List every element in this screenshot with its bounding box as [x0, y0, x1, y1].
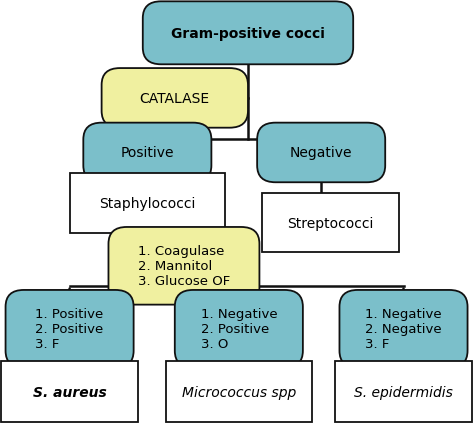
- Text: Streptococci: Streptococci: [287, 216, 374, 230]
- FancyBboxPatch shape: [262, 193, 399, 253]
- FancyBboxPatch shape: [83, 124, 211, 183]
- FancyBboxPatch shape: [70, 174, 225, 233]
- Text: S. aureus: S. aureus: [33, 385, 107, 399]
- FancyBboxPatch shape: [165, 361, 312, 422]
- Text: CATALASE: CATALASE: [140, 92, 210, 106]
- FancyBboxPatch shape: [101, 69, 248, 128]
- Text: S. epidermidis: S. epidermidis: [354, 385, 453, 399]
- FancyBboxPatch shape: [6, 290, 134, 368]
- Text: 1. Coagulase
2. Mannitol
3. Glucose OF: 1. Coagulase 2. Mannitol 3. Glucose OF: [138, 245, 230, 288]
- FancyBboxPatch shape: [1, 361, 138, 422]
- FancyBboxPatch shape: [335, 361, 472, 422]
- Text: Staphylococci: Staphylococci: [99, 196, 196, 210]
- Text: Positive: Positive: [120, 146, 174, 160]
- FancyBboxPatch shape: [143, 2, 353, 65]
- Text: 1. Negative
2. Negative
3. F: 1. Negative 2. Negative 3. F: [365, 308, 442, 351]
- FancyBboxPatch shape: [339, 290, 467, 368]
- Text: 1. Positive
2. Positive
3. F: 1. Positive 2. Positive 3. F: [36, 308, 104, 351]
- FancyBboxPatch shape: [257, 124, 385, 183]
- FancyBboxPatch shape: [109, 227, 259, 305]
- Text: 1. Negative
2. Positive
3. O: 1. Negative 2. Positive 3. O: [201, 308, 277, 351]
- Text: Micrococcus spp: Micrococcus spp: [182, 385, 296, 399]
- Text: Gram-positive cocci: Gram-positive cocci: [171, 27, 325, 41]
- Text: Negative: Negative: [290, 146, 353, 160]
- FancyBboxPatch shape: [175, 290, 303, 368]
